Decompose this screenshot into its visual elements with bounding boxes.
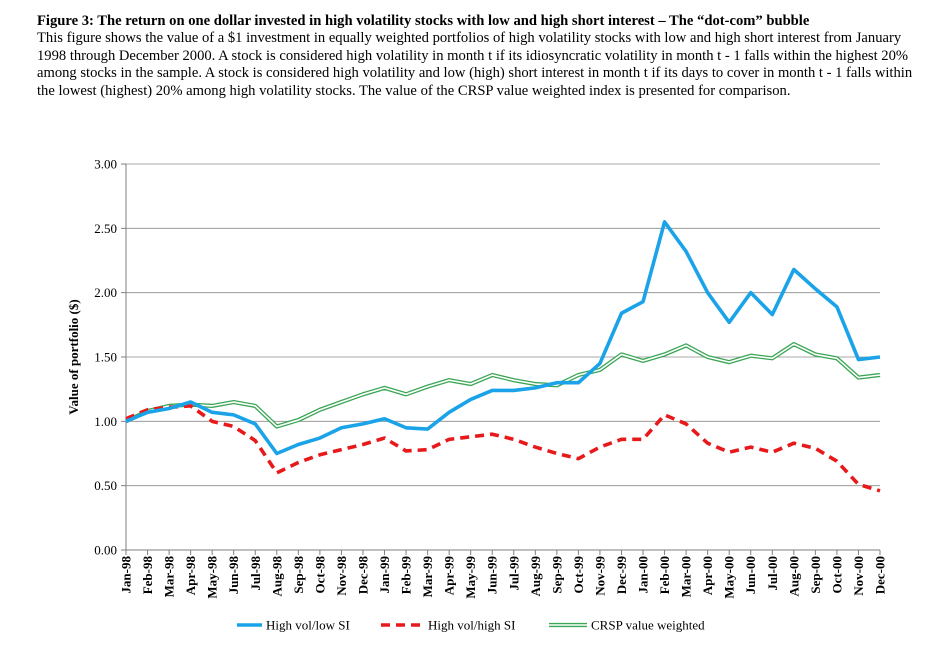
x-tick-label: Feb-99 [399, 556, 414, 595]
x-tick-label: May-99 [463, 556, 478, 599]
x-tick-label: Nov-99 [592, 556, 607, 596]
x-tick-label: Mar-99 [420, 556, 435, 598]
x-tick-label: Dec-99 [614, 556, 629, 595]
y-tick-label: 0.50 [94, 478, 117, 493]
legend-label: High vol/high SI [428, 618, 515, 633]
x-tick-label: Sep-99 [549, 556, 564, 594]
series-line-high-vol-low-si [125, 220, 881, 456]
x-tick-label: Oct-00 [829, 556, 844, 594]
x-tick-label: Jan-99 [377, 556, 392, 594]
series-line-crsp-value-weighted [125, 342, 881, 429]
figure-description: This figure shows the value of a $1 inve… [37, 30, 913, 99]
x-tick-label: Dec-98 [355, 556, 370, 595]
x-tick-label: Apr-98 [183, 556, 198, 596]
x-tick-label: Oct-99 [571, 556, 586, 594]
x-tick-label: Jan-00 [636, 556, 651, 594]
x-tick-label: Jun-98 [226, 556, 241, 595]
legend-label: High vol/low SI [266, 618, 350, 633]
legend-label: CRSP value weighted [591, 618, 705, 633]
x-tick-label: Apr-00 [700, 556, 715, 595]
y-tick-label: 0.00 [94, 543, 117, 558]
y-tick-label: 2.50 [94, 221, 117, 236]
x-tick-label: Sep-00 [808, 556, 823, 594]
x-tick-label: Dec-00 [873, 556, 888, 594]
x-tick-label: Jul-00 [765, 556, 780, 591]
x-tick-label: Sep-98 [291, 556, 306, 594]
x-tick-label: Aug-99 [528, 556, 543, 597]
x-tick-label: Feb-98 [140, 556, 155, 595]
x-tick-label: Mar-98 [162, 556, 177, 598]
x-tick-label: Nov-00 [851, 556, 866, 596]
x-tick-label: Aug-00 [786, 556, 801, 596]
y-axis-label: Value of portfolio ($) [66, 299, 81, 414]
series-line-high-vol-high-si [125, 404, 881, 493]
x-tick-label: Aug-98 [269, 556, 284, 597]
x-tick-label: Jun-99 [485, 556, 500, 595]
y-tick-label: 3.00 [94, 157, 117, 172]
y-tick-label: 1.00 [94, 414, 117, 429]
x-tick-label: Oct-98 [312, 556, 327, 594]
x-tick-label: Jul-98 [248, 556, 263, 591]
x-tick-label: Jul-99 [506, 556, 521, 591]
series-line-crsp-value-weighted-inner [125, 343, 881, 428]
x-tick-label: Jan-98 [119, 556, 134, 594]
y-tick-label: 2.00 [94, 285, 117, 300]
x-tick-label: Feb-00 [657, 556, 672, 594]
x-tick-label: Mar-00 [679, 556, 694, 597]
figure-caption: Figure 3: The return on one dollar inves… [37, 13, 915, 100]
x-tick-label: May-98 [205, 556, 220, 599]
y-tick-label: 1.50 [94, 350, 117, 365]
x-tick-label: May-00 [722, 556, 737, 599]
x-tick-label: Jun-00 [743, 556, 758, 594]
x-tick-label: Apr-99 [442, 556, 457, 596]
figure-title: Figure 3: The return on one dollar inves… [37, 13, 810, 29]
x-tick-label: Nov-98 [334, 556, 349, 596]
